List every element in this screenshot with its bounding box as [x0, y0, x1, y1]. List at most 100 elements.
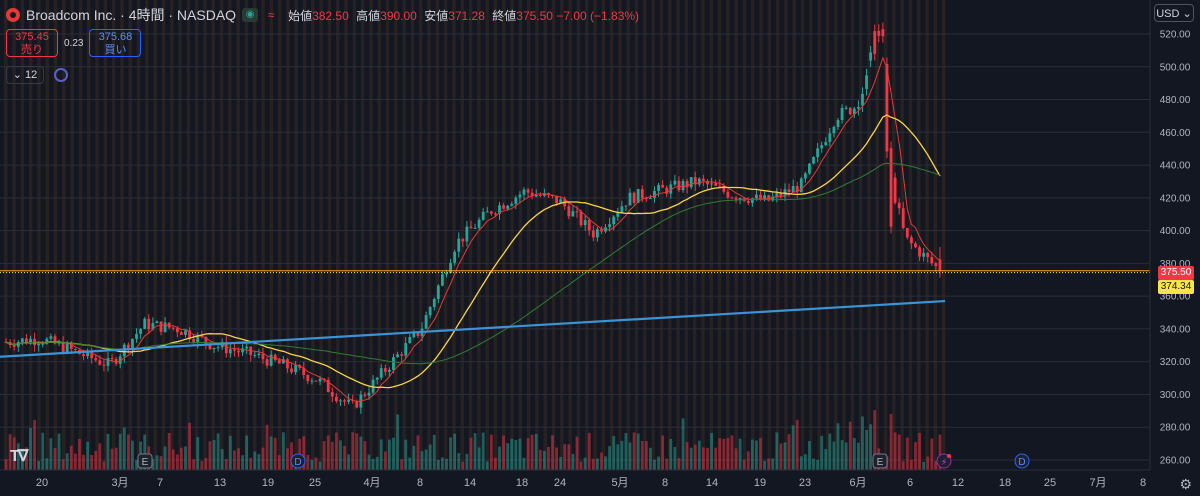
price-axis[interactable]: [1150, 0, 1200, 496]
split-event-icon[interactable]: ⚡: [936, 453, 952, 469]
candle-body: [759, 194, 762, 200]
buy-button[interactable]: 375.68 買い: [89, 29, 142, 57]
candle-body: [677, 180, 681, 191]
candle-body: [41, 343, 45, 345]
candle-body: [477, 219, 481, 228]
volume-bar: [184, 446, 187, 470]
dividend-event-icon[interactable]: D: [1014, 453, 1030, 469]
close-label: 終値: [492, 8, 517, 23]
volume-bar: [734, 448, 738, 470]
currency-selector[interactable]: USD ⌄: [1154, 4, 1194, 22]
candle-body: [812, 157, 815, 164]
session-stripe: [311, 0, 315, 470]
volume-bar: [465, 453, 469, 470]
volume-bar: [918, 432, 921, 470]
volume-bar: [212, 439, 216, 470]
volume-bar: [526, 438, 530, 470]
volume-bar: [824, 448, 828, 470]
candle-body: [489, 211, 493, 214]
session-stripe: [775, 0, 780, 470]
candle-body: [424, 315, 428, 329]
data-delay-icon[interactable]: ≈: [267, 8, 275, 22]
candle-body: [555, 195, 559, 204]
volume-bar: [742, 459, 746, 470]
session-stripe: [875, 0, 879, 470]
session-stripe: [717, 0, 722, 470]
candle-body: [82, 354, 85, 357]
candle-body: [449, 262, 452, 273]
x-tick-label: 7月: [1089, 477, 1106, 489]
market-status-icon[interactable]: ◉: [242, 8, 259, 22]
volume-bar: [314, 457, 318, 470]
candle-body: [20, 338, 24, 343]
candle-body: [824, 141, 828, 146]
volume-bar: [78, 438, 81, 470]
x-tick-label: 13: [214, 477, 226, 489]
volume-bar: [567, 444, 571, 470]
volume-bar: [702, 447, 705, 470]
split-marker: [936, 453, 952, 469]
candle-body: [852, 108, 856, 115]
volume-bar: [706, 447, 709, 470]
volume-bar: [755, 440, 758, 470]
candle-body: [318, 378, 322, 382]
volume-bar: [559, 456, 563, 470]
session-stripe: [817, 0, 821, 470]
session-stripe: [302, 0, 307, 470]
tradingview-logo-icon[interactable]: T∇: [10, 448, 29, 465]
volume-bar: [453, 433, 457, 470]
y-tick-label: 400.00: [1160, 226, 1191, 237]
x-tick-label: 7: [157, 477, 163, 489]
candle-body: [681, 181, 685, 191]
y-tick-label: 380.00: [1160, 259, 1191, 270]
session-stripe: [908, 0, 913, 470]
volume-bar: [400, 459, 404, 470]
earnings-event-icon[interactable]: E: [137, 453, 153, 469]
symbol-title[interactable]: Broadcom Inc. · 4時間 · NASDAQ: [26, 7, 237, 23]
dividend-event-icon[interactable]: D: [290, 453, 306, 469]
volume-bar: [233, 450, 236, 470]
sell-button[interactable]: 375.45 売り: [6, 29, 58, 57]
session-stripe: [452, 0, 456, 470]
y-tick-label: 260.00: [1160, 456, 1191, 467]
candle-body: [249, 346, 253, 356]
indicators-toggle[interactable]: ⌄ 12: [6, 66, 44, 84]
candle-body: [750, 198, 754, 203]
volume-bar: [873, 410, 877, 470]
session-stripe: [161, 0, 166, 470]
candle-body: [453, 251, 457, 263]
session-stripe: [726, 0, 730, 470]
candle-body: [180, 332, 183, 335]
ohlc-legend: 始値382.50 高値390.00 安値371.28 終値375.50 −7.0…: [284, 7, 639, 24]
volume-bar: [396, 414, 399, 470]
candle-body: [600, 229, 603, 232]
candle-body: [473, 227, 477, 229]
volume-bar: [131, 440, 134, 470]
candle-body: [367, 392, 371, 396]
volume-bar: [477, 447, 481, 470]
indicators-bar: ⌄ 12: [6, 66, 68, 84]
volume-bar: [791, 425, 795, 470]
candle-body: [755, 194, 758, 199]
volume-bar: [669, 438, 673, 470]
session-stripe: [228, 0, 232, 470]
split-marker-label: ⚡: [941, 458, 947, 468]
earnings-event-icon[interactable]: E: [872, 453, 888, 469]
candle-body: [457, 238, 461, 252]
volume-bar: [498, 446, 501, 470]
volume-bar: [33, 419, 36, 470]
session-stripe: [4, 0, 8, 470]
volume-bar: [330, 441, 334, 470]
x-tick-label: 18: [999, 477, 1011, 489]
time-axis[interactable]: [0, 470, 1150, 496]
candle-body: [212, 347, 216, 350]
session-stripe: [618, 0, 622, 470]
session-stripe: [900, 0, 904, 470]
sell-price: 375.45: [15, 31, 49, 43]
session-stripe: [676, 0, 680, 470]
candle-body: [273, 354, 277, 361]
candle-body: [90, 350, 94, 359]
settings-gear-icon[interactable]: ⚙: [1179, 476, 1192, 492]
candle-body: [310, 380, 314, 382]
